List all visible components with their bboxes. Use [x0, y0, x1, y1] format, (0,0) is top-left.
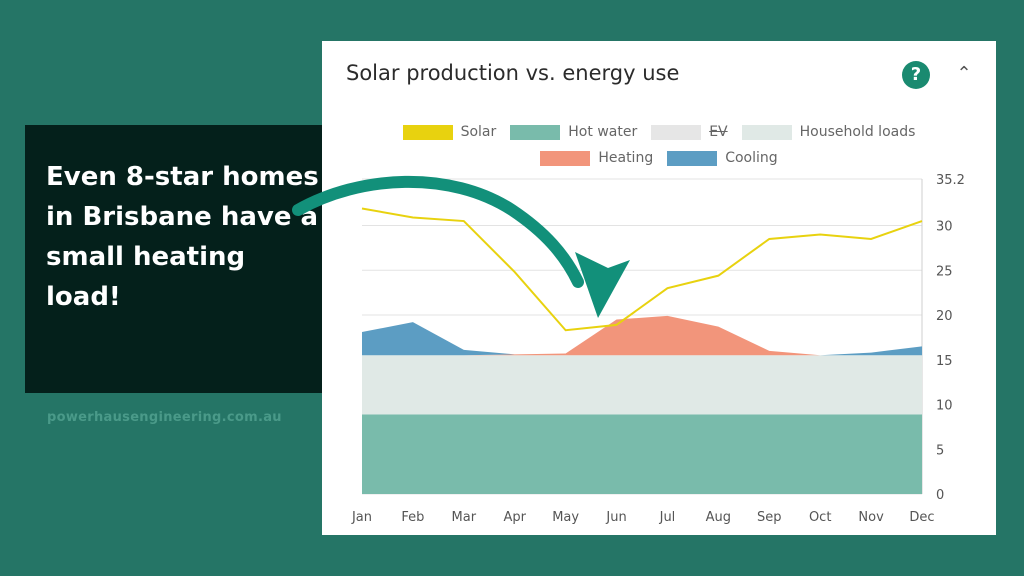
x-tick-label: Sep	[757, 510, 782, 525]
legend-label: Solar	[460, 124, 497, 140]
legend-label: Household loads	[799, 124, 916, 140]
chart-plot: 35.2 30 25 20 15 10 5 0 Jan Feb Mar Apr May Jun Jul Aug…	[351, 173, 965, 525]
area-hot-water	[362, 414, 922, 494]
y-tick-label: 35.2	[936, 173, 965, 188]
x-tick-label: Jun	[605, 510, 626, 525]
x-tick-label: Jul	[659, 510, 676, 525]
legend-item-solar[interactable]: Solar	[402, 124, 497, 140]
callout-box: Even 8-star homes in Brisbane have a sma…	[25, 125, 343, 393]
chevron-up-icon[interactable]: ⌃	[956, 63, 972, 83]
callout-text: Even 8-star homes in Brisbane have a sma…	[46, 162, 319, 312]
legend-item-household-loads[interactable]: Household loads	[741, 124, 916, 140]
legend-label: Cooling	[725, 150, 778, 166]
x-tick-label: May	[552, 510, 579, 525]
y-tick-label: 5	[936, 443, 944, 458]
legend-item-hot-water[interactable]: Hot water	[510, 124, 637, 140]
chart-card: Solar production vs. energy use ? ⌃ Sola…	[322, 41, 996, 535]
y-tick-label: 0	[936, 488, 944, 503]
area-household-loads	[362, 355, 922, 415]
x-tick-label: Jan	[351, 510, 372, 525]
legend-swatch	[667, 150, 718, 166]
chart-legend-row-2: Heating Cooling	[322, 150, 996, 166]
chart-title: Solar production vs. energy use	[346, 61, 680, 85]
legend-item-cooling[interactable]: Cooling	[667, 150, 778, 166]
legend-swatch	[510, 124, 561, 140]
area-heating	[362, 315, 922, 356]
website-credit: powerhausengineering.com.au	[47, 410, 282, 425]
legend-label: Hot water	[568, 124, 638, 140]
legend-label: Heating	[598, 150, 654, 166]
area-cooling	[362, 315, 922, 356]
help-icon[interactable]: ?	[902, 61, 930, 89]
y-tick-label: 15	[936, 354, 953, 369]
legend-swatch	[651, 124, 702, 140]
x-tick-label: Mar	[452, 510, 477, 525]
line-solar	[361, 207, 923, 332]
y-tick-label: 25	[936, 264, 953, 279]
x-tick-label: Aug	[706, 510, 731, 525]
x-tick-label: Dec	[909, 510, 934, 525]
legend-item-ev[interactable]: EV	[651, 124, 728, 140]
legend-swatch	[741, 124, 792, 140]
y-tick-label: 30	[936, 220, 953, 235]
legend-item-heating[interactable]: Heating	[540, 150, 653, 166]
legend-label: EV	[709, 124, 728, 140]
x-tick-label: Apr	[503, 510, 526, 525]
x-tick-label: Nov	[858, 510, 884, 525]
x-tick-label: Feb	[401, 510, 424, 525]
chart-legend-row-1: Solar Hot water EV Household loads	[322, 124, 996, 140]
x-tick-label: Oct	[809, 510, 831, 525]
legend-swatch	[402, 124, 453, 140]
y-tick-label: 10	[936, 399, 953, 414]
y-tick-label: 20	[936, 309, 953, 324]
legend-swatch	[540, 150, 591, 166]
